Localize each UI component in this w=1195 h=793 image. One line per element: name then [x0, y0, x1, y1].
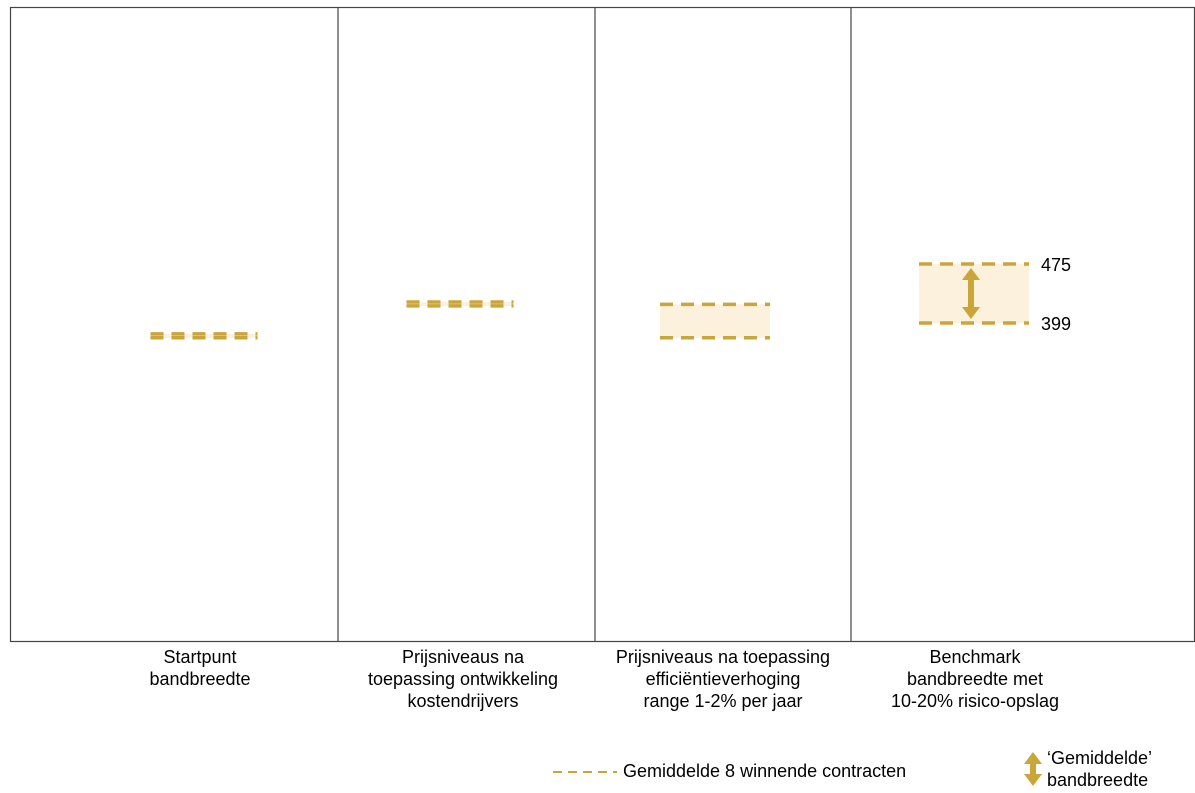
legend-average-label: Gemiddelde 8 winnende contracten: [623, 761, 907, 781]
category-label-4: Benchmark bandbreedte met 10-20% risico-…: [890, 647, 1060, 711]
band-fill: [660, 304, 770, 338]
chart-bands: [150, 262, 1029, 340]
band-fill: [150, 333, 258, 338]
category-label-1: Startpunt bandbreedte: [149, 647, 251, 689]
value-label-upper: 475: [1041, 255, 1071, 275]
plot-frame: [9, 6, 1195, 643]
category-label-2: Prijsniveaus na toepassing ontwikkeling …: [367, 647, 559, 711]
legend-band-label: ‘Gemiddelde’ bandbreedte: [1047, 748, 1153, 790]
legend-marks: [553, 752, 1042, 786]
band-fill: [406, 302, 514, 306]
legend-arrow-icon: [1024, 752, 1042, 786]
category-label-3: Prijsniveaus na toepassing efficiëntieve…: [615, 647, 831, 711]
chart-value-labels: 475 399: [1041, 255, 1071, 334]
chart-panels: [9, 6, 1195, 643]
value-label-lower: 399: [1041, 314, 1071, 334]
bandwidth-arrow-icon: [962, 268, 980, 319]
chart-arrows: [962, 268, 980, 319]
